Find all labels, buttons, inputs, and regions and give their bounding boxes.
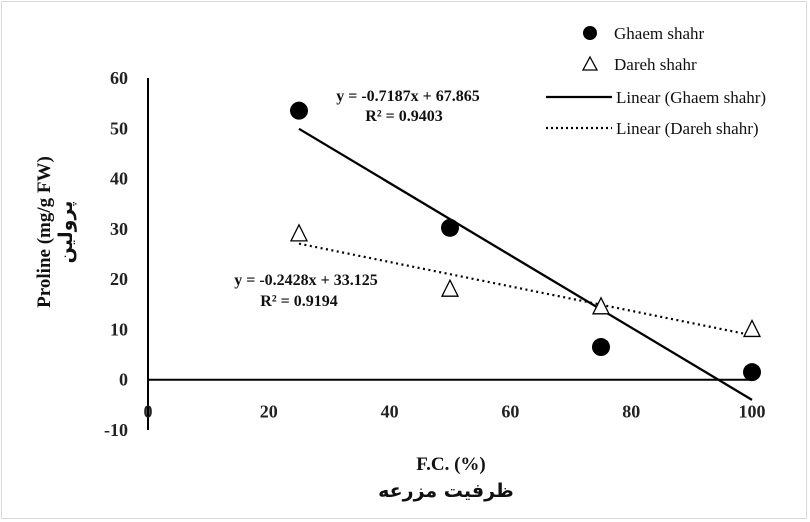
y-axis-label: Proline (mg/g FW) <box>34 156 55 308</box>
x-axis-label-fa: ظرفیت مزرعه <box>378 480 514 502</box>
y-tick-label: 30 <box>110 219 128 239</box>
point-dareh <box>742 318 762 338</box>
x-tick-label: 40 <box>381 402 399 422</box>
x-tick-label: 80 <box>622 402 640 422</box>
x-tick-label: 20 <box>260 402 278 422</box>
y-tick-label: 60 <box>110 68 128 88</box>
trendlines <box>298 127 753 401</box>
y-tick-label: -10 <box>104 420 128 440</box>
point-dareh <box>591 296 611 315</box>
legend-ghaem-trend-label: Linear (Ghaem shahr) <box>616 88 766 107</box>
point-ghaem <box>592 338 610 357</box>
y-tick-label: 40 <box>110 169 128 189</box>
trendline-ghaem <box>298 127 753 401</box>
trendline-dareh <box>298 242 753 337</box>
point-ghaem <box>290 101 308 120</box>
point-dareh <box>440 278 460 297</box>
legend-ghaem-label: Ghaem shahr <box>614 24 705 43</box>
y-tick-label: 50 <box>110 118 128 138</box>
legend-ghaem-marker <box>583 26 597 40</box>
dareh-r2: R² = 0.9194 <box>260 293 337 310</box>
point-dareh <box>289 223 309 242</box>
ghaem-equation: y = -0.7187x + 67.865 <box>336 88 480 105</box>
legend: Ghaem shahr Dareh shahr Linear (Ghaem sh… <box>546 24 766 138</box>
axes <box>147 78 752 430</box>
x-tick-label: 100 <box>739 402 766 422</box>
y-axis-ticks: -10 0 10 20 30 40 50 60 <box>104 68 128 440</box>
y-tick-label: 10 <box>110 319 128 339</box>
x-axis-ticks: 0 20 40 60 80 100 <box>144 402 766 422</box>
x-tick-label: 60 <box>501 402 519 422</box>
point-ghaem <box>743 363 761 382</box>
data-points <box>289 101 762 382</box>
point-ghaem <box>441 218 459 237</box>
y-tick-label: 0 <box>119 370 128 390</box>
x-tick-label: 0 <box>144 402 153 422</box>
legend-dareh-marker <box>581 55 599 71</box>
y-axis-label-fa: پرولین <box>55 201 77 264</box>
x-axis-label: F.C. (%) <box>416 454 486 475</box>
legend-dareh-trend-label: Linear (Dareh shahr) <box>616 119 759 138</box>
ghaem-r2: R² = 0.9403 <box>365 108 442 125</box>
dareh-equation: y = -0.2428x + 33.125 <box>234 272 378 289</box>
legend-dareh-label: Dareh shahr <box>614 55 697 74</box>
y-tick-label: 20 <box>110 269 128 289</box>
